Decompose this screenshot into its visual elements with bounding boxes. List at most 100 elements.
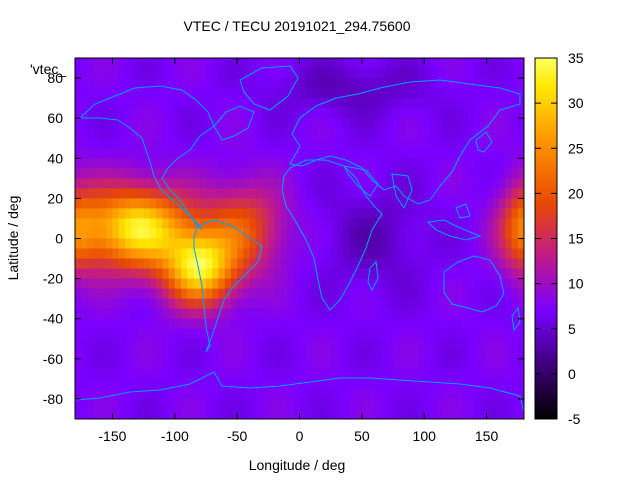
heat-cell [193,88,201,99]
heat-cell [280,78,288,89]
heat-cell [124,208,132,220]
heat-cell [87,288,95,300]
heat-cell [324,298,332,310]
heat-cell [430,198,438,210]
heat-cell [143,108,151,119]
heat-cell [461,398,469,410]
heat-cell [305,218,313,230]
heat-cell [374,218,382,230]
heat-cell [262,378,269,390]
heat-cell [299,358,307,370]
heat-cell [455,388,463,400]
heat-cell [99,138,107,149]
heat-cell [368,238,375,250]
heat-cell [205,328,213,340]
heat-cell [455,168,463,179]
heat-cell [143,368,151,380]
heat-cell [417,228,425,240]
heat-cell [149,228,157,240]
heat-cell [380,298,388,310]
heat-cell [243,138,251,149]
heat-cell [442,168,450,179]
heat-cell [486,198,494,210]
heat-cell [355,118,363,129]
heat-cell [187,158,195,169]
heat-cell [455,268,463,280]
heat-cell [505,278,513,290]
heat-cell [280,128,288,139]
heat-cell [243,128,251,139]
heat-cell [386,338,394,350]
heat-cell [380,278,388,290]
heat-cell [486,328,494,340]
heat-cell [424,208,432,220]
heat-cell [174,118,182,129]
heat-cell [405,338,413,350]
heat-cell [355,348,363,360]
heat-cell [299,378,307,390]
heat-cell [124,218,132,230]
heat-cell [305,78,313,89]
heat-cell [162,138,170,149]
chart-title: VTEC / TECU 20191021_294.75600 [183,18,410,34]
heat-cell [230,78,238,89]
heat-cell [224,248,232,260]
heat-cell [424,128,432,139]
heat-cell [467,388,475,400]
heat-cell [243,288,251,300]
heat-cell [187,388,195,400]
heat-cell [205,98,213,109]
heat-cell [343,108,350,119]
heat-cell [361,248,369,260]
heat-cell [299,308,307,320]
heat-cell [106,368,114,380]
heat-cell [411,378,419,390]
heat-cell [99,308,107,320]
heat-cell [255,68,263,79]
heat-cell [486,378,494,390]
heat-cell [386,358,394,370]
heat-cell [492,288,500,300]
heat-cell [393,408,400,419]
heat-cell [318,308,326,320]
heat-cell [517,188,524,199]
heat-cell [230,218,238,230]
heat-cell [287,138,294,149]
heat-cell [336,138,344,149]
heat-cell [193,308,201,320]
heat-cell [318,78,326,89]
heat-cell [311,378,319,390]
heat-cell [224,308,232,320]
heat-cell [199,158,207,169]
heat-cell [424,378,432,390]
heat-cell [262,98,269,109]
heat-cell [168,358,176,370]
heat-cell [224,88,232,99]
heat-cell [343,138,350,149]
heat-cell [399,378,407,390]
heat-cell [237,188,244,199]
heat-cell [255,328,263,340]
heat-cell [499,148,506,159]
heat-cell [467,238,475,250]
heat-cell [374,328,382,340]
heat-cell [181,388,188,400]
heat-cell [399,158,407,169]
heat-cell [349,378,357,390]
heat-cell [380,88,388,99]
heat-cell [212,238,220,250]
heat-cell [480,138,488,149]
heat-cell [480,358,488,370]
heat-cell [131,68,138,79]
heat-cell [474,298,481,310]
heat-cell [199,58,207,69]
heat-cell [293,108,301,119]
heat-cell [474,118,481,129]
heat-cell [149,108,157,119]
heat-cell [486,178,494,189]
heat-cell [417,258,425,270]
heat-cell [193,118,201,129]
heat-cell [318,218,326,230]
heat-cell [505,398,513,410]
heat-cell [212,228,220,240]
